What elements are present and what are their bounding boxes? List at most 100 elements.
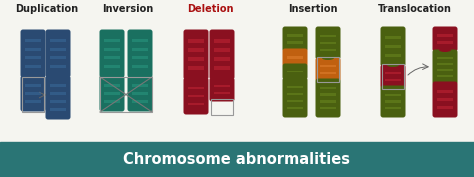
Bar bbox=[287, 35, 303, 37]
Bar bbox=[104, 100, 120, 103]
Bar bbox=[320, 49, 336, 51]
FancyBboxPatch shape bbox=[316, 27, 340, 59]
Bar bbox=[104, 39, 120, 42]
Ellipse shape bbox=[289, 76, 301, 80]
Bar bbox=[50, 84, 66, 87]
FancyBboxPatch shape bbox=[183, 78, 209, 115]
Bar bbox=[287, 56, 303, 59]
Bar bbox=[132, 84, 148, 87]
Bar bbox=[104, 84, 120, 87]
Bar bbox=[104, 65, 120, 68]
Bar bbox=[437, 75, 453, 77]
Bar bbox=[25, 84, 41, 87]
Bar bbox=[104, 48, 120, 51]
Bar bbox=[132, 100, 148, 103]
Bar bbox=[385, 107, 401, 109]
Ellipse shape bbox=[134, 75, 146, 79]
FancyBboxPatch shape bbox=[381, 64, 405, 88]
Ellipse shape bbox=[439, 48, 451, 52]
FancyBboxPatch shape bbox=[128, 76, 153, 112]
Bar bbox=[287, 70, 303, 73]
Bar bbox=[104, 92, 120, 95]
Bar bbox=[287, 100, 303, 102]
Bar bbox=[287, 41, 303, 44]
Bar bbox=[132, 92, 148, 95]
Bar bbox=[50, 56, 66, 59]
Bar bbox=[188, 39, 204, 43]
Bar bbox=[287, 86, 303, 88]
Bar bbox=[320, 35, 336, 37]
FancyBboxPatch shape bbox=[20, 76, 46, 112]
Bar bbox=[132, 56, 148, 59]
Bar bbox=[385, 54, 401, 57]
FancyBboxPatch shape bbox=[128, 30, 153, 78]
Ellipse shape bbox=[27, 75, 39, 79]
FancyBboxPatch shape bbox=[100, 30, 125, 78]
FancyBboxPatch shape bbox=[432, 27, 457, 52]
Text: Inversion: Inversion bbox=[102, 4, 154, 14]
Bar bbox=[320, 87, 336, 89]
Bar bbox=[385, 36, 401, 39]
Bar bbox=[214, 39, 230, 43]
Bar bbox=[437, 35, 453, 37]
Bar bbox=[25, 65, 41, 68]
FancyBboxPatch shape bbox=[183, 30, 209, 79]
Bar bbox=[320, 65, 336, 67]
Bar bbox=[320, 72, 336, 74]
Ellipse shape bbox=[52, 75, 64, 79]
Bar bbox=[188, 57, 204, 61]
FancyBboxPatch shape bbox=[20, 30, 46, 78]
Bar bbox=[50, 108, 66, 111]
FancyBboxPatch shape bbox=[210, 78, 235, 101]
FancyBboxPatch shape bbox=[283, 64, 308, 79]
Bar bbox=[132, 39, 148, 42]
Bar bbox=[25, 39, 41, 42]
Bar bbox=[25, 92, 41, 95]
FancyBboxPatch shape bbox=[283, 48, 308, 67]
Bar bbox=[50, 92, 66, 95]
Bar bbox=[214, 92, 230, 94]
Bar bbox=[437, 69, 453, 71]
Bar bbox=[50, 65, 66, 68]
Bar bbox=[104, 56, 120, 59]
Bar bbox=[320, 42, 336, 44]
Bar bbox=[320, 100, 336, 103]
Bar bbox=[188, 95, 204, 98]
Bar bbox=[385, 72, 401, 75]
Text: Deletion: Deletion bbox=[187, 4, 233, 14]
Bar bbox=[382, 64, 404, 89]
FancyBboxPatch shape bbox=[210, 30, 235, 79]
FancyBboxPatch shape bbox=[283, 78, 308, 118]
Text: Duplication: Duplication bbox=[16, 4, 79, 14]
Bar bbox=[214, 57, 230, 61]
Bar bbox=[385, 93, 401, 96]
FancyBboxPatch shape bbox=[283, 27, 308, 52]
Ellipse shape bbox=[387, 63, 399, 67]
Bar bbox=[0, 142, 474, 177]
FancyBboxPatch shape bbox=[46, 76, 71, 119]
Ellipse shape bbox=[190, 76, 202, 81]
Bar bbox=[287, 107, 303, 109]
Bar bbox=[100, 77, 152, 112]
FancyBboxPatch shape bbox=[432, 50, 457, 84]
Bar bbox=[132, 65, 148, 68]
Bar bbox=[437, 63, 453, 65]
Bar bbox=[214, 85, 230, 87]
Bar bbox=[214, 48, 230, 52]
Bar bbox=[437, 41, 453, 44]
Bar bbox=[50, 100, 66, 103]
Bar bbox=[214, 66, 230, 70]
Bar bbox=[437, 106, 453, 109]
Ellipse shape bbox=[216, 76, 228, 81]
Bar bbox=[385, 45, 401, 48]
Text: Translocation: Translocation bbox=[378, 4, 452, 14]
Bar bbox=[211, 99, 233, 115]
Text: Chromosome abnormalities: Chromosome abnormalities bbox=[124, 152, 350, 167]
Bar bbox=[132, 48, 148, 51]
Bar bbox=[50, 48, 66, 51]
Bar bbox=[25, 100, 41, 103]
Bar bbox=[437, 98, 453, 101]
Bar bbox=[50, 39, 66, 42]
Bar bbox=[385, 100, 401, 103]
FancyBboxPatch shape bbox=[381, 85, 405, 118]
